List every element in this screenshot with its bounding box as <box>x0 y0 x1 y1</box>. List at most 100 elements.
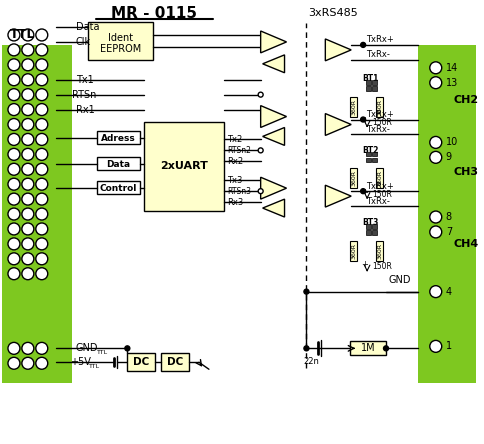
Text: 7: 7 <box>446 227 452 237</box>
Text: TxRx+: TxRx+ <box>366 36 394 44</box>
Text: RTSn3: RTSn3 <box>227 186 251 196</box>
Circle shape <box>22 44 34 56</box>
Text: DC: DC <box>167 357 183 367</box>
Text: TxRx-: TxRx- <box>366 50 390 59</box>
Circle shape <box>430 62 442 74</box>
Circle shape <box>8 134 20 145</box>
FancyBboxPatch shape <box>97 157 140 170</box>
FancyBboxPatch shape <box>350 241 357 261</box>
FancyBboxPatch shape <box>372 86 377 91</box>
Circle shape <box>383 346 389 351</box>
Text: Rx2: Rx2 <box>227 157 243 166</box>
Circle shape <box>8 223 20 235</box>
Text: 150R: 150R <box>372 190 392 198</box>
Circle shape <box>36 29 48 41</box>
Text: BT1: BT1 <box>362 74 378 83</box>
Circle shape <box>36 74 48 86</box>
Text: 360R: 360R <box>352 99 357 115</box>
Circle shape <box>22 89 34 101</box>
Text: 8: 8 <box>446 212 452 222</box>
Text: 3xRS485: 3xRS485 <box>308 8 358 18</box>
Circle shape <box>22 208 34 220</box>
Circle shape <box>8 163 20 175</box>
Text: TxRx+: TxRx+ <box>366 110 394 119</box>
FancyBboxPatch shape <box>376 168 383 188</box>
Circle shape <box>258 148 263 153</box>
FancyBboxPatch shape <box>418 45 476 383</box>
Circle shape <box>258 92 263 97</box>
FancyBboxPatch shape <box>127 353 155 371</box>
FancyBboxPatch shape <box>372 80 377 85</box>
Text: +5V: +5V <box>70 357 91 367</box>
Text: 2xUART: 2xUART <box>160 161 208 171</box>
Circle shape <box>258 189 263 194</box>
Polygon shape <box>263 55 285 73</box>
FancyBboxPatch shape <box>97 181 140 194</box>
Circle shape <box>8 193 20 205</box>
Text: Control: Control <box>100 184 137 193</box>
Circle shape <box>8 29 20 41</box>
Circle shape <box>22 238 34 250</box>
Text: RTSn: RTSn <box>72 90 96 99</box>
Text: +: + <box>361 188 367 197</box>
Circle shape <box>8 178 20 190</box>
Circle shape <box>430 285 442 297</box>
Circle shape <box>22 357 34 369</box>
Circle shape <box>22 223 34 235</box>
Polygon shape <box>263 127 285 145</box>
Circle shape <box>8 148 20 160</box>
Circle shape <box>8 357 20 369</box>
Text: +: + <box>361 260 367 269</box>
Text: Tx3: Tx3 <box>227 176 242 185</box>
Circle shape <box>8 74 20 86</box>
Circle shape <box>125 346 130 351</box>
FancyBboxPatch shape <box>2 45 72 383</box>
FancyBboxPatch shape <box>366 225 371 229</box>
Text: Ident: Ident <box>108 33 133 43</box>
Circle shape <box>36 223 48 235</box>
Circle shape <box>36 253 48 265</box>
FancyBboxPatch shape <box>372 152 377 156</box>
Text: Tx2: Tx2 <box>227 135 242 144</box>
Polygon shape <box>261 106 287 127</box>
Text: GND: GND <box>388 275 410 285</box>
Circle shape <box>8 89 20 101</box>
FancyBboxPatch shape <box>97 131 140 144</box>
Circle shape <box>8 342 20 354</box>
FancyBboxPatch shape <box>161 353 189 371</box>
Text: 22n: 22n <box>303 357 319 366</box>
FancyBboxPatch shape <box>372 158 377 163</box>
Text: Tx1: Tx1 <box>76 75 93 85</box>
Text: TTL: TTL <box>89 364 100 369</box>
Text: CH2: CH2 <box>454 95 479 105</box>
Circle shape <box>430 136 442 148</box>
Circle shape <box>8 119 20 131</box>
Circle shape <box>36 178 48 190</box>
Circle shape <box>36 268 48 280</box>
Circle shape <box>36 103 48 115</box>
Text: Rx1: Rx1 <box>76 105 94 115</box>
FancyBboxPatch shape <box>144 122 224 211</box>
Circle shape <box>22 178 34 190</box>
Text: Data: Data <box>76 22 99 32</box>
Circle shape <box>8 59 20 71</box>
Text: +: + <box>361 116 367 125</box>
Text: 4: 4 <box>446 287 452 297</box>
FancyBboxPatch shape <box>350 97 357 116</box>
FancyBboxPatch shape <box>376 97 383 116</box>
Polygon shape <box>325 185 351 207</box>
Polygon shape <box>325 114 351 135</box>
Circle shape <box>22 193 34 205</box>
Text: TxRx-: TxRx- <box>366 125 390 134</box>
Text: 13: 13 <box>446 78 458 88</box>
Text: TTL: TTL <box>96 350 107 355</box>
Text: 360R: 360R <box>352 243 357 259</box>
Circle shape <box>22 103 34 115</box>
Text: Adress: Adress <box>101 134 136 143</box>
Text: EEPROM: EEPROM <box>100 44 141 54</box>
Circle shape <box>8 208 20 220</box>
Circle shape <box>36 44 48 56</box>
Circle shape <box>22 253 34 265</box>
Text: TxRx-: TxRx- <box>366 197 390 206</box>
Text: DC: DC <box>133 357 150 367</box>
